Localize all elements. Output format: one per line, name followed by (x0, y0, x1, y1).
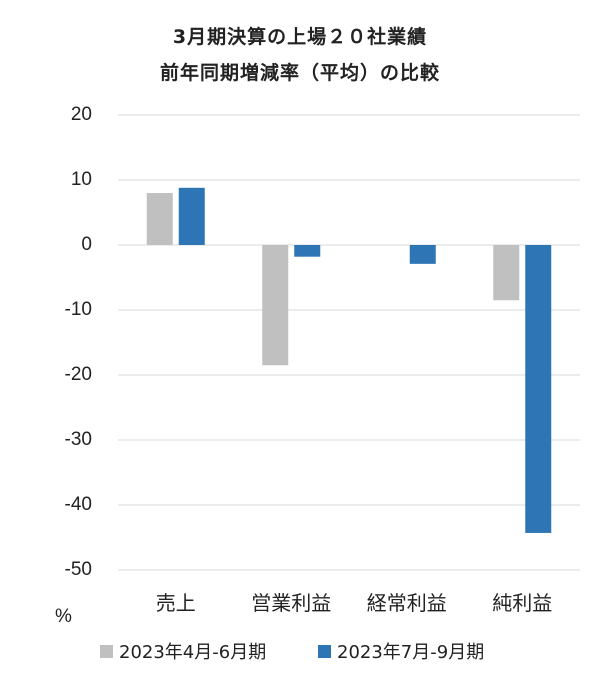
bar-2 (294, 245, 321, 257)
legend-label-series-1: 2023年4月-6月期 (119, 642, 267, 663)
bar-1 (262, 245, 289, 366)
chart-title-line1: 3月期決算の上場２０社業績 (172, 26, 428, 48)
legend-swatch-series-1 (100, 644, 113, 658)
y-tick-label: 0 (81, 234, 92, 255)
y-axis-unit: % (55, 606, 72, 627)
chart-title-line2: 前年同期増減率（平均）の比較 (159, 62, 440, 84)
y-tick-label: -30 (65, 429, 92, 450)
bar-2 (525, 245, 552, 533)
bar-2 (178, 187, 205, 245)
y-tick-label: -40 (65, 494, 92, 515)
legend-item-series-2: 2023年7月-9月期 (318, 638, 484, 664)
bar-chart: 20 10 0 -10 -20 -30 -40 -50 売上 営業利益 経常利益 純利益 (65, 104, 580, 615)
legend-label-series-2: 2023年7月-9月期 (337, 642, 485, 663)
y-tick-label: -10 (65, 299, 92, 320)
y-tick-label: -50 (65, 559, 92, 580)
bar-2 (409, 245, 436, 264)
bar-1 (493, 245, 520, 301)
legend-item-series-1: 2023年4月-6月期 (100, 638, 266, 664)
x-tick-label: 経常利益 (367, 591, 447, 615)
x-tick-label: 売上 (156, 591, 196, 615)
y-tick-label: 20 (71, 104, 92, 125)
y-tick-label: -20 (65, 364, 92, 385)
x-tick-label: 純利益 (492, 591, 552, 615)
legend-swatch-series-2 (318, 644, 331, 658)
y-tick-label: 10 (71, 169, 92, 190)
bar-1 (146, 193, 173, 245)
x-tick-label: 営業利益 (251, 591, 331, 615)
legend: 2023年4月-6月期 2023年7月-9月期 (0, 638, 600, 666)
